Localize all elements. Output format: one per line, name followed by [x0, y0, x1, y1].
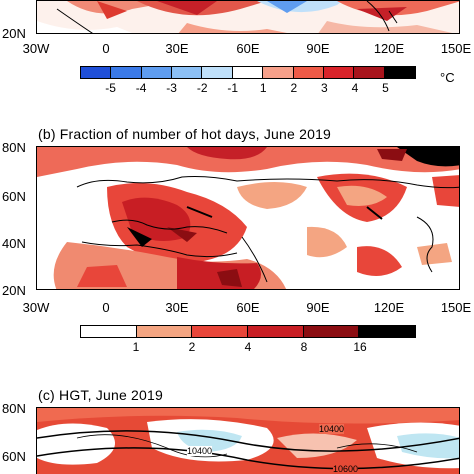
- panel-a-xlabel: 120E: [373, 41, 405, 56]
- panel-a-colorbar-tick-label: -3: [166, 81, 177, 95]
- panel-b-colorbar-tick-label: 8: [300, 340, 308, 354]
- panel-b-colorbar-segment: [136, 326, 193, 337]
- panel-a-colorbar-tick-label: 5: [382, 81, 389, 95]
- panel-a-colorbar-segment: [293, 67, 324, 78]
- panel-b-colorbar-segment: [359, 326, 416, 337]
- panel-b-colorbar-tick-label: 2: [188, 340, 196, 354]
- panel-b-colorbar-segment: [192, 326, 249, 337]
- panel-b-xlabel: 0: [102, 300, 110, 315]
- panel-a-xlabel: 90E: [306, 41, 330, 56]
- panel-a-ylabel: 20N: [2, 26, 26, 41]
- panel-b-colorbar-segment: [303, 326, 360, 337]
- panel-b-xlabel: 30W: [22, 300, 50, 315]
- panel-b-title: (b) Fraction of number of hot days, June…: [38, 126, 332, 142]
- panel-a-xlabel: 30E: [165, 41, 189, 56]
- panel-c-map: 10400 10400 10600: [36, 407, 460, 474]
- panel-a-colorbar-tick-label: 4: [351, 81, 359, 95]
- panel-a-xlabel: 0: [102, 41, 110, 56]
- panel-a-xlabel: 150E: [440, 41, 472, 56]
- panel-b-colorbar-segment: [81, 326, 137, 337]
- panel-b-xlabel: 150E: [440, 300, 472, 315]
- panel-c-field: [37, 408, 459, 474]
- panel-a-xlabel: 30W: [22, 41, 50, 56]
- panel-a-colorbar-segment: [81, 67, 112, 78]
- panel-b-field: [37, 147, 459, 289]
- panel-c-contour-label: 10400: [319, 424, 345, 434]
- panel-b-colorbar: [80, 325, 416, 338]
- panel-b-xlabel: 30E: [165, 300, 189, 315]
- panel-b-xlabel: 90E: [306, 300, 330, 315]
- panel-b-xlabel: 120E: [373, 300, 405, 315]
- panel-a-colorbar-tick-label: 2: [290, 81, 298, 95]
- panel-c-title: (c) HGT, June 2019: [38, 387, 163, 403]
- panel-b-colorbar-segment: [248, 326, 304, 337]
- panel-a-colorbar-tick-label: -2: [196, 81, 208, 95]
- panel-b-colorbar-tick-label: 16: [353, 340, 367, 354]
- panel-a-colorbar-segment: [172, 67, 203, 78]
- panel-c-contour-label: 10400: [187, 446, 213, 456]
- panel-a-map: [36, 0, 460, 34]
- panel-a-colorbar-segment: [232, 67, 264, 78]
- panel-a-field: [37, 1, 459, 33]
- panel-b-colorbar-tick-label: 4: [244, 340, 252, 354]
- panel-a-colorbar-segment: [111, 67, 142, 78]
- panel-b-colorbar-tick-label: 1: [132, 340, 140, 354]
- panel-b-ylabel: 80N: [2, 140, 26, 155]
- panel-a-colorbar-tick-label: -5: [105, 81, 116, 95]
- panel-b-ylabel: 40N: [2, 236, 26, 251]
- panel-a-colorbar-segment: [354, 67, 385, 78]
- panel-c-ylabel: 60N: [2, 449, 26, 464]
- panel-b-ylabel: 60N: [2, 189, 26, 204]
- panel-a-colorbar-tick-label: -1: [227, 81, 239, 95]
- panel-a-xlabel: 60E: [236, 41, 260, 56]
- panel-c-contour-label: 10600: [333, 464, 359, 474]
- panel-b-xlabel: 60E: [236, 300, 260, 315]
- panel-a-colorbar-tick-label: 3: [321, 81, 328, 95]
- panel-a-colorbar-tick-label: 1: [259, 81, 267, 95]
- panel-a-colorbar-segment: [141, 67, 173, 78]
- panel-b-map: [36, 146, 460, 290]
- panel-a-colorbar-segment: [202, 67, 233, 78]
- panel-a-colorbar-segment: [384, 67, 415, 78]
- panel-a-colorbar-segment: [263, 67, 294, 78]
- panel-c-ylabel: 80N: [2, 401, 26, 416]
- panel-a-colorbar-unit: °C: [440, 70, 455, 85]
- panel-a-colorbar-tick-label: -4: [135, 81, 147, 95]
- panel-a-colorbar-segment: [323, 67, 355, 78]
- panel-b-ylabel: 20N: [2, 283, 26, 298]
- panel-a-colorbar: [80, 66, 416, 79]
